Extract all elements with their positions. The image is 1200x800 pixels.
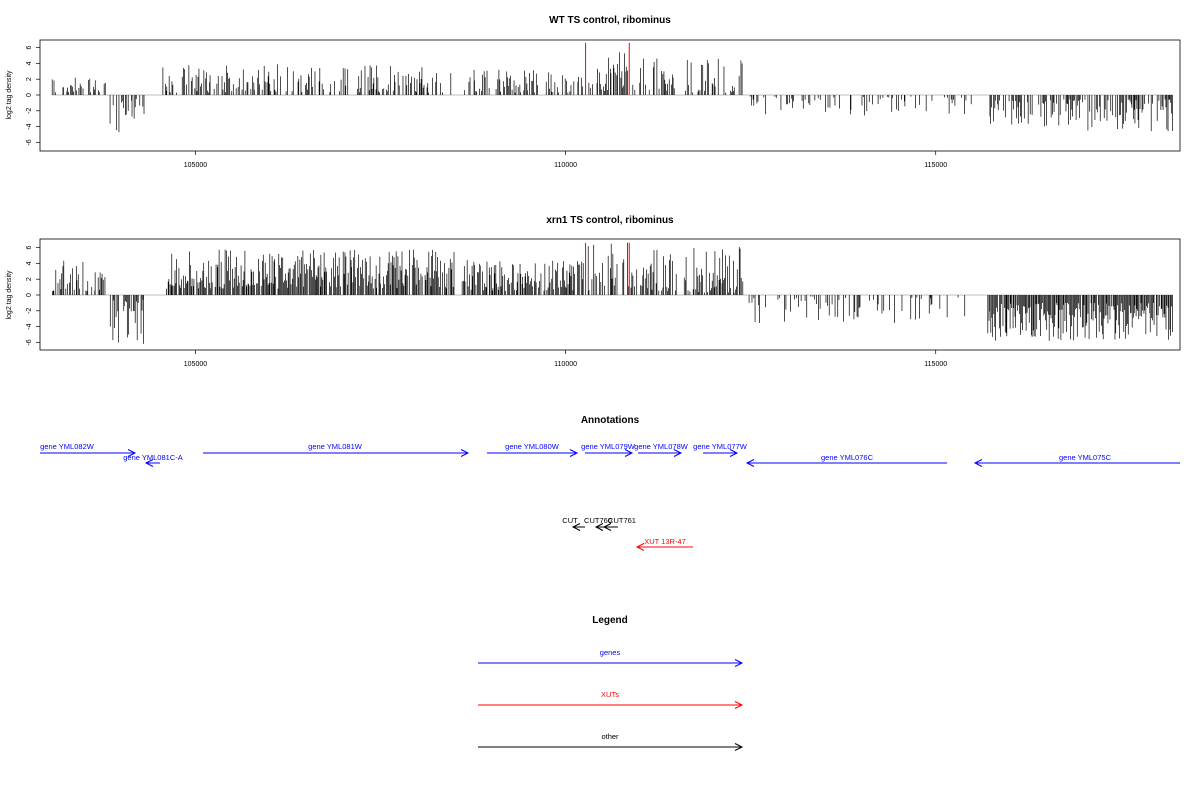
panel-xrn1-title: xrn1 TS control, ribominus [546, 215, 674, 226]
cut-arrow [571, 523, 585, 531]
y-tick-label: 2 [26, 277, 33, 281]
x-tick-label: 110000 [554, 162, 577, 169]
x-tick-label: 115000 [924, 361, 947, 368]
panel-wt: WT TS control, ribominus log2 tag densit… [6, 15, 1181, 169]
y-tick-label: -4 [26, 123, 33, 129]
panel-xrn1-frame [39, 238, 1181, 351]
gene-label: gene YML077W [693, 442, 748, 451]
cut-arrow [602, 523, 618, 531]
legend-arrow [478, 659, 744, 667]
y-tick-label: 6 [26, 46, 33, 50]
y-tick-label: -6 [26, 339, 33, 345]
legend-items: genes XUTs other [478, 648, 744, 751]
x-tick-label: 110000 [554, 361, 577, 368]
gene-arrow [703, 449, 739, 457]
gene-label: gene YML079W [581, 442, 636, 451]
panel-xrn1-bars [51, 242, 1173, 344]
legend-label: genes [600, 648, 621, 657]
y-tick-label: 2 [26, 77, 33, 81]
gene-arrow [144, 459, 160, 467]
legend-label: other [601, 732, 619, 741]
panel-xrn1-ylabel: log2 tag density [6, 270, 13, 320]
y-tick-label: -4 [26, 323, 33, 329]
gene-arrow [585, 449, 634, 457]
gene-label: gene YML082W [40, 442, 95, 451]
legend: Legend genes XUTs other [478, 615, 744, 751]
cut-label: CUT761 [608, 516, 636, 525]
gene-arrow [745, 459, 947, 467]
gene-label: gene YML076C [821, 453, 874, 462]
y-tick-label: 6 [26, 246, 33, 250]
annotation-tracks: gene YML082W gene YML081C-A gene YML081W ge… [40, 442, 1180, 551]
panel-xrn1: xrn1 TS control, ribominus log2 tag dens… [6, 215, 1181, 368]
xut-label: XUT 13R-47 [644, 537, 686, 546]
y-tick-label: 4 [26, 61, 33, 65]
x-tick-label: 115000 [924, 162, 947, 169]
x-tick-label: 105000 [184, 361, 207, 368]
legend-arrow [478, 743, 744, 751]
cut-label: CUT [562, 516, 578, 525]
gene-arrow [638, 449, 683, 457]
gene-arrow [40, 449, 137, 457]
gene-arrow [487, 449, 579, 457]
gene-label: gene YML081W [308, 442, 363, 451]
y-tick-label: -2 [26, 308, 33, 314]
panel-xrn1-axes: 6 4 2 0 -2 -4 -6 105000 110000 115000 [26, 246, 947, 368]
legend-label: XUTs [601, 690, 619, 699]
panel-wt-bars [51, 42, 1174, 133]
y-tick-label: -2 [26, 108, 33, 114]
cut-label: CUT760 [584, 516, 612, 525]
gene-label: gene YML075C [1059, 453, 1112, 462]
gene-label: gene YML078W [634, 442, 689, 451]
y-tick-label: 0 [26, 93, 33, 97]
panel-wt-title: WT TS control, ribominus [549, 15, 671, 26]
x-tick-label: 105000 [184, 162, 207, 169]
gene-arrow [973, 459, 1180, 467]
xut-arrow [635, 543, 693, 551]
gene-label: gene YML081C-A [123, 453, 182, 462]
y-tick-label: -6 [26, 139, 33, 145]
y-tick-label: 4 [26, 261, 33, 265]
panel-wt-axes: 6 4 2 0 -2 -4 -6 105000 110000 115000 [26, 46, 947, 169]
panel-wt-ylabel: log2 tag density [6, 70, 13, 120]
panel-wt-frame [39, 39, 1181, 152]
legend-title: Legend [592, 615, 628, 626]
y-tick-label: 0 [26, 293, 33, 297]
annotations-title: Annotations [581, 415, 640, 426]
gene-label: gene YML080W [505, 442, 560, 451]
gene-arrow [203, 449, 470, 457]
legend-arrow [478, 701, 744, 709]
